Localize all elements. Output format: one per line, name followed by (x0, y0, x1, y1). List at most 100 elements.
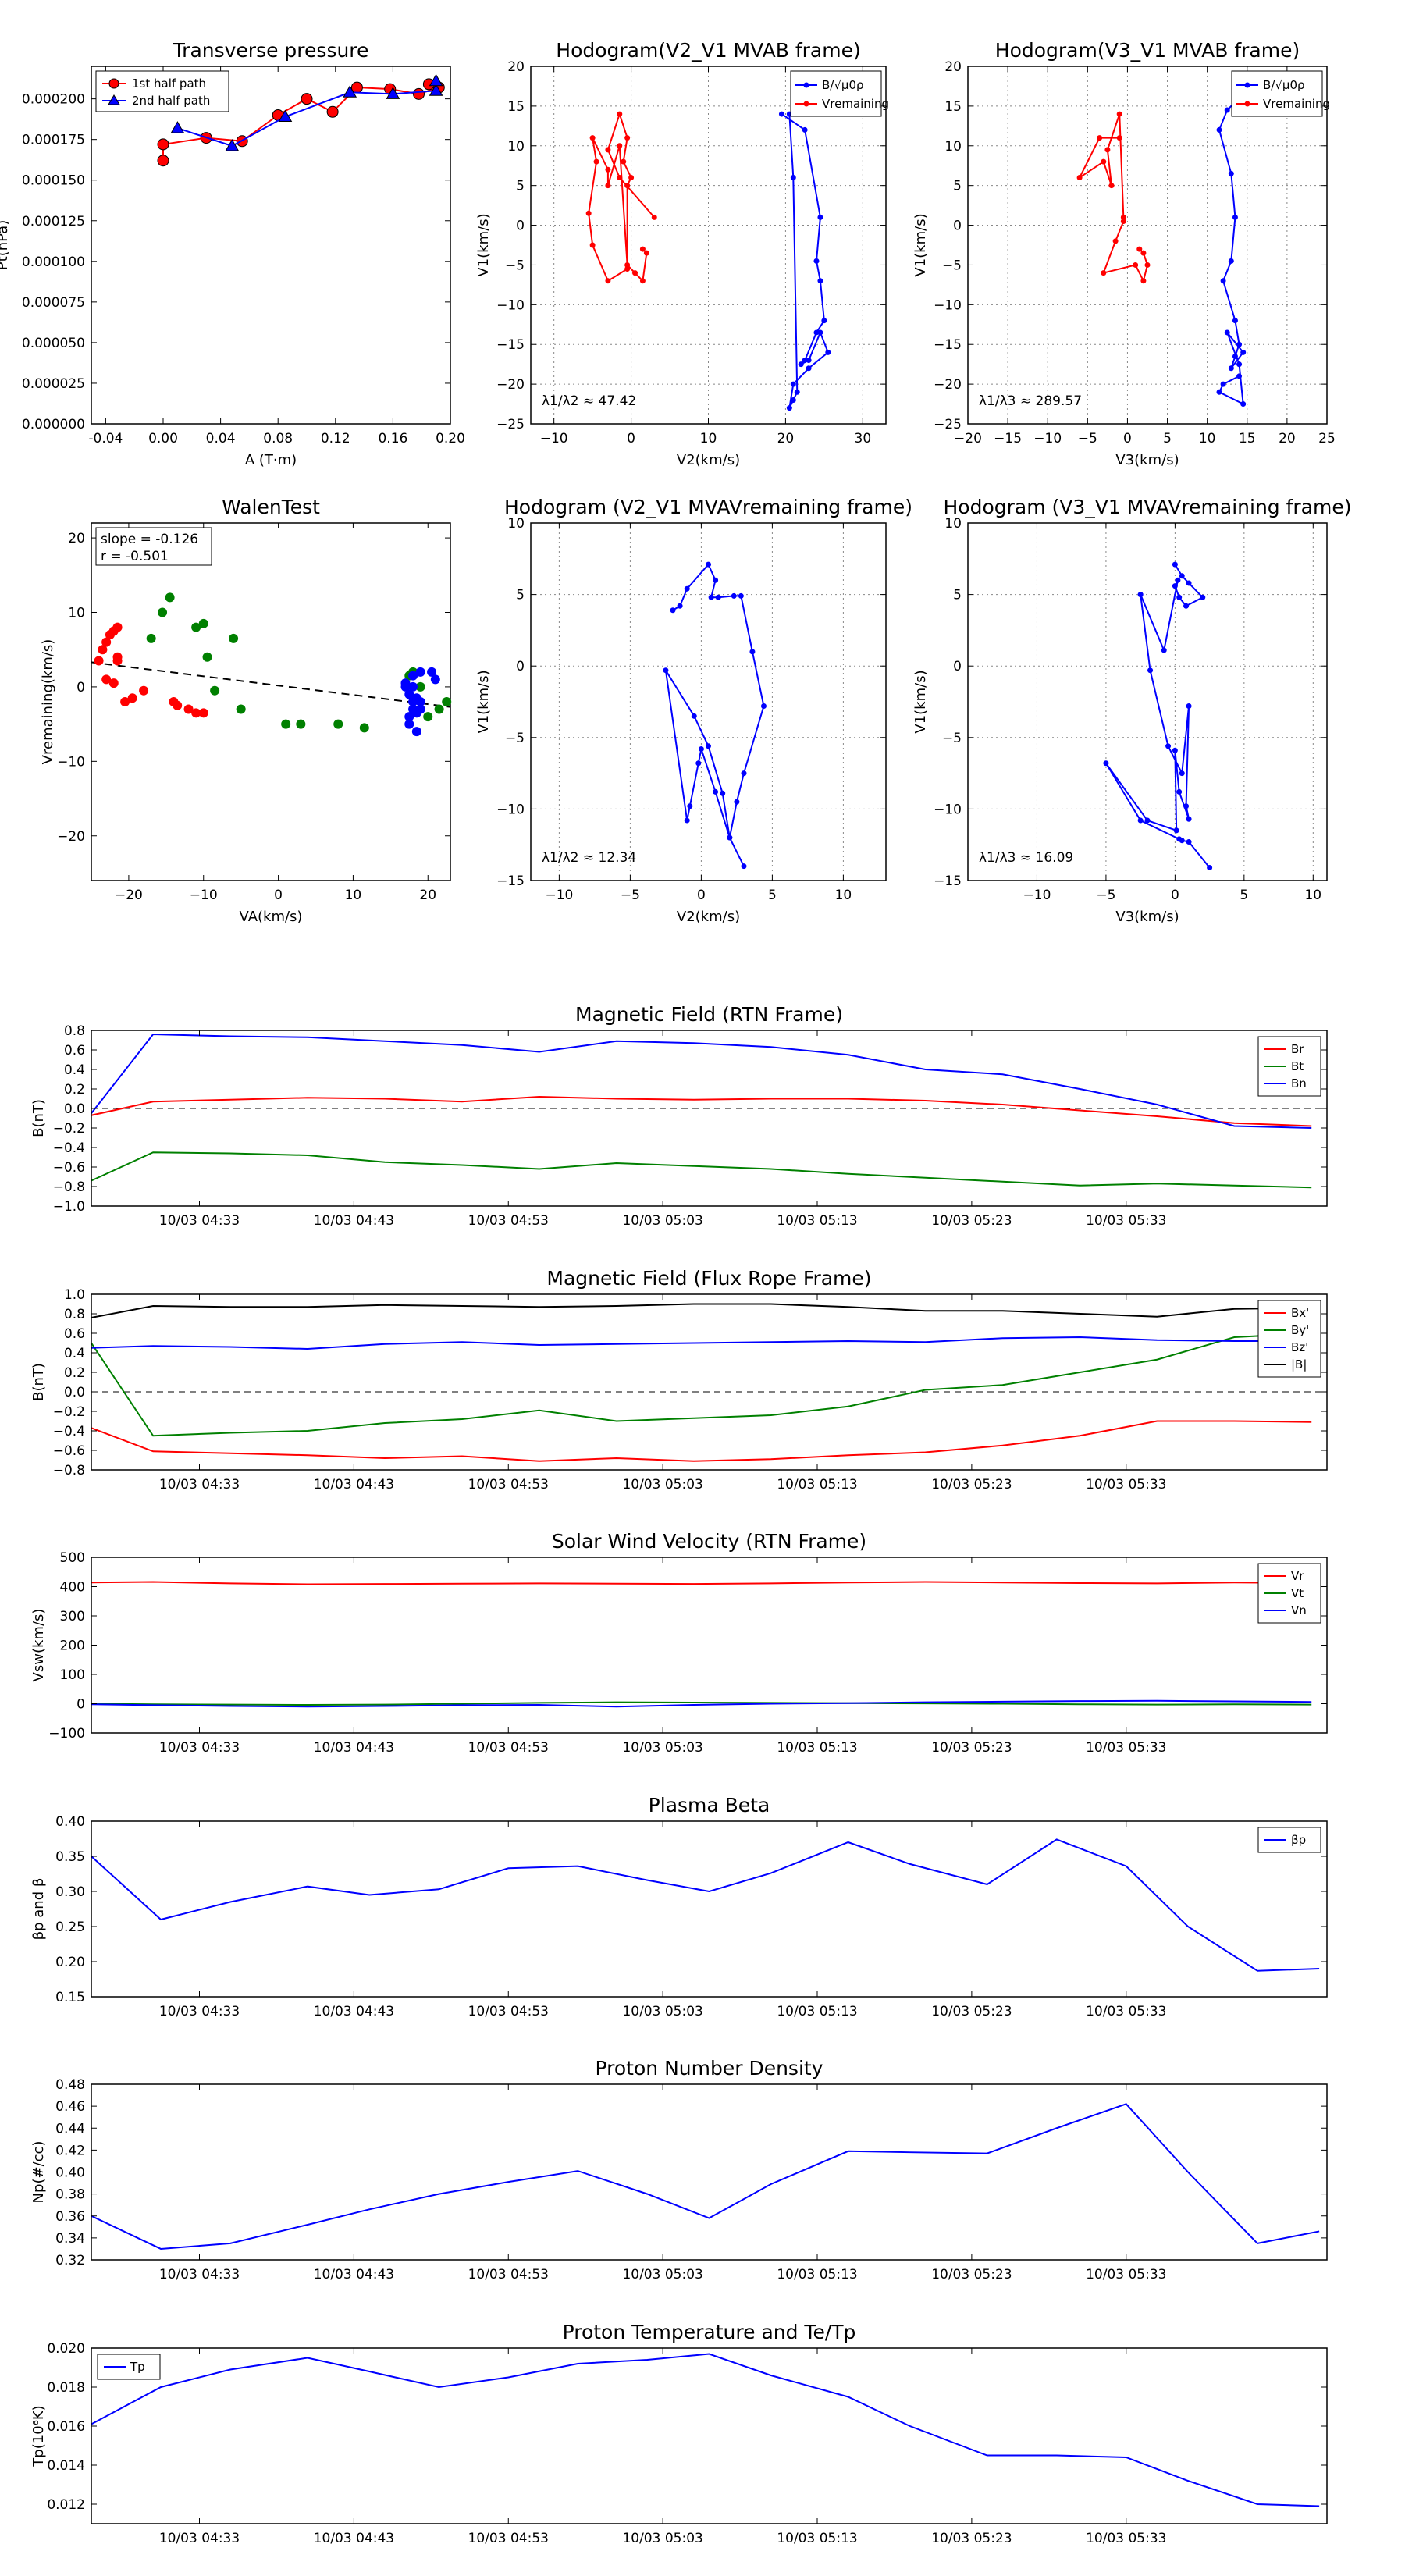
data-point (281, 719, 291, 729)
time-tick-label: 10/03 05:13 (777, 2531, 857, 2546)
time-tick-label: 10/03 04:33 (159, 1740, 240, 1756)
data-point (400, 678, 411, 688)
y-tick-label: 0.32 (55, 2253, 85, 2268)
data-point (624, 135, 631, 141)
data-point (1161, 647, 1167, 653)
data-point (429, 84, 443, 96)
y-tick-label: 0.2 (64, 1365, 85, 1381)
tp-ylabel: Tp(10⁶K) (30, 2405, 47, 2467)
data-point (1147, 667, 1154, 674)
y-tick-label: 0.0 (64, 1101, 85, 1117)
hodogram-path-0 (664, 563, 765, 867)
y-tick-label: −10 (934, 802, 962, 817)
y-tick-label: 0 (516, 659, 525, 674)
data-point (1112, 238, 1119, 244)
y-tick-label: −25 (934, 417, 962, 432)
data-point (1133, 262, 1139, 268)
data-point (749, 649, 756, 655)
time-tick-label: 10/03 04:53 (468, 1740, 549, 1756)
y-tick-label: 0.15 (55, 1990, 85, 2005)
chart-np: 10/03 04:33 10/03 04:43 10/03 04:53 10/03 0… (30, 2057, 1328, 2282)
data-point (198, 708, 208, 718)
time-tick-label: 10/03 04:43 (314, 1477, 394, 1493)
y-tick-label: −5 (505, 731, 525, 746)
data-point (624, 183, 631, 189)
data-point (408, 681, 418, 692)
time-tick-label: 10/03 04:33 (159, 2004, 240, 2019)
data-point (411, 727, 422, 737)
legend-label: Vn (1291, 1603, 1307, 1617)
hodo3-ylabel: V1(km/s) (475, 670, 492, 733)
np-title: Proton Number Density (596, 2057, 823, 2080)
data-point (1172, 561, 1178, 568)
legend: Bx' By' Bz' |B| (1257, 1300, 1321, 1378)
legend-marker (108, 78, 119, 89)
time-tick-label: 10/03 05:23 (931, 1740, 1012, 1756)
y-tick-label: 0.000025 (22, 376, 85, 392)
data-point (605, 147, 611, 153)
data-point (1228, 258, 1234, 264)
data-point (734, 799, 740, 805)
x-tick-label: 0 (1123, 431, 1132, 447)
legend-label: Tp (130, 2360, 145, 2374)
series-line-0 (91, 2103, 1320, 2250)
y-tick-label: −20 (496, 377, 525, 393)
y-tick-label: 0 (516, 219, 525, 234)
data-point (202, 652, 212, 662)
data-point (404, 719, 414, 729)
data-point (1136, 246, 1143, 252)
y-tick-label: 20 (944, 59, 962, 75)
hodo1-xlabel: V2(km/s) (677, 452, 740, 468)
series-line-Vr (91, 1581, 1312, 1585)
data-point (191, 622, 201, 632)
data-point (706, 561, 711, 568)
x-tick-label: 0.12 (321, 431, 350, 447)
chart-mag_rtn: 10/03 04:33 10/03 04:43 10/03 04:53 10/03 0… (30, 1003, 1328, 1229)
beta-title: Plasma Beta (649, 1794, 770, 1816)
x-tick-label: −15 (994, 431, 1022, 447)
data-point (415, 667, 425, 677)
data-point (1179, 770, 1185, 777)
data-point (632, 270, 638, 276)
data-point (278, 109, 293, 123)
data-point (1220, 381, 1226, 387)
y-tick-label: −10 (496, 297, 525, 313)
legend: B/√μ0ρ Vremaining (790, 70, 889, 117)
y-tick-label: 0.34 (55, 2231, 85, 2247)
x-tick-label: 0 (274, 888, 283, 903)
y-tick-label: 0.000125 (22, 214, 85, 229)
data-point (778, 111, 784, 117)
x-tick-label: −10 (190, 888, 218, 903)
time-tick-label: 10/03 04:53 (468, 2004, 549, 2019)
pt-xlabel: A (T·m) (245, 452, 297, 468)
eigen-ratio-label: λ1/λ3 ≈ 289.57 (979, 393, 1082, 409)
time-tick-label: 10/03 05:03 (622, 2531, 702, 2546)
data-point (1228, 170, 1234, 176)
y-tick-label: −1.0 (53, 1199, 85, 1215)
data-point (415, 681, 425, 692)
x-tick-label: 5 (768, 888, 777, 903)
data-point (589, 242, 596, 248)
data-point (157, 138, 169, 151)
data-point (333, 719, 343, 729)
mag_rtn-title: Magnetic Field (RTN Frame) (575, 1003, 843, 1026)
data-point (617, 111, 623, 117)
legend-box (1231, 70, 1323, 117)
hodogram-path-0 (781, 113, 830, 409)
y-tick-label: 0.48 (55, 2077, 85, 2093)
time-tick-label: 10/03 05:23 (931, 2267, 1012, 2282)
y-tick-label: 0.46 (55, 2099, 85, 2115)
y-tick-label: 400 (60, 1580, 85, 1596)
data-point (1186, 816, 1192, 822)
hodogram-path-1 (1077, 113, 1149, 283)
chart-hodo2: −20 −15 −10 −5 0 5 10 15 20 25−25−20−15−10−505101… (912, 39, 1336, 468)
y-tick-label: 0.30 (55, 1884, 85, 1900)
y-tick-label: 500 (60, 1550, 85, 1566)
y-tick-label: 0.020 (47, 2341, 85, 2357)
hodo4-ylabel: V1(km/s) (912, 670, 929, 733)
data-point (1224, 107, 1230, 113)
mag_fr-ylabel: B(nT) (30, 1363, 47, 1401)
hodo1-ylabel: V1(km/s) (475, 213, 492, 276)
data-point (731, 592, 737, 599)
